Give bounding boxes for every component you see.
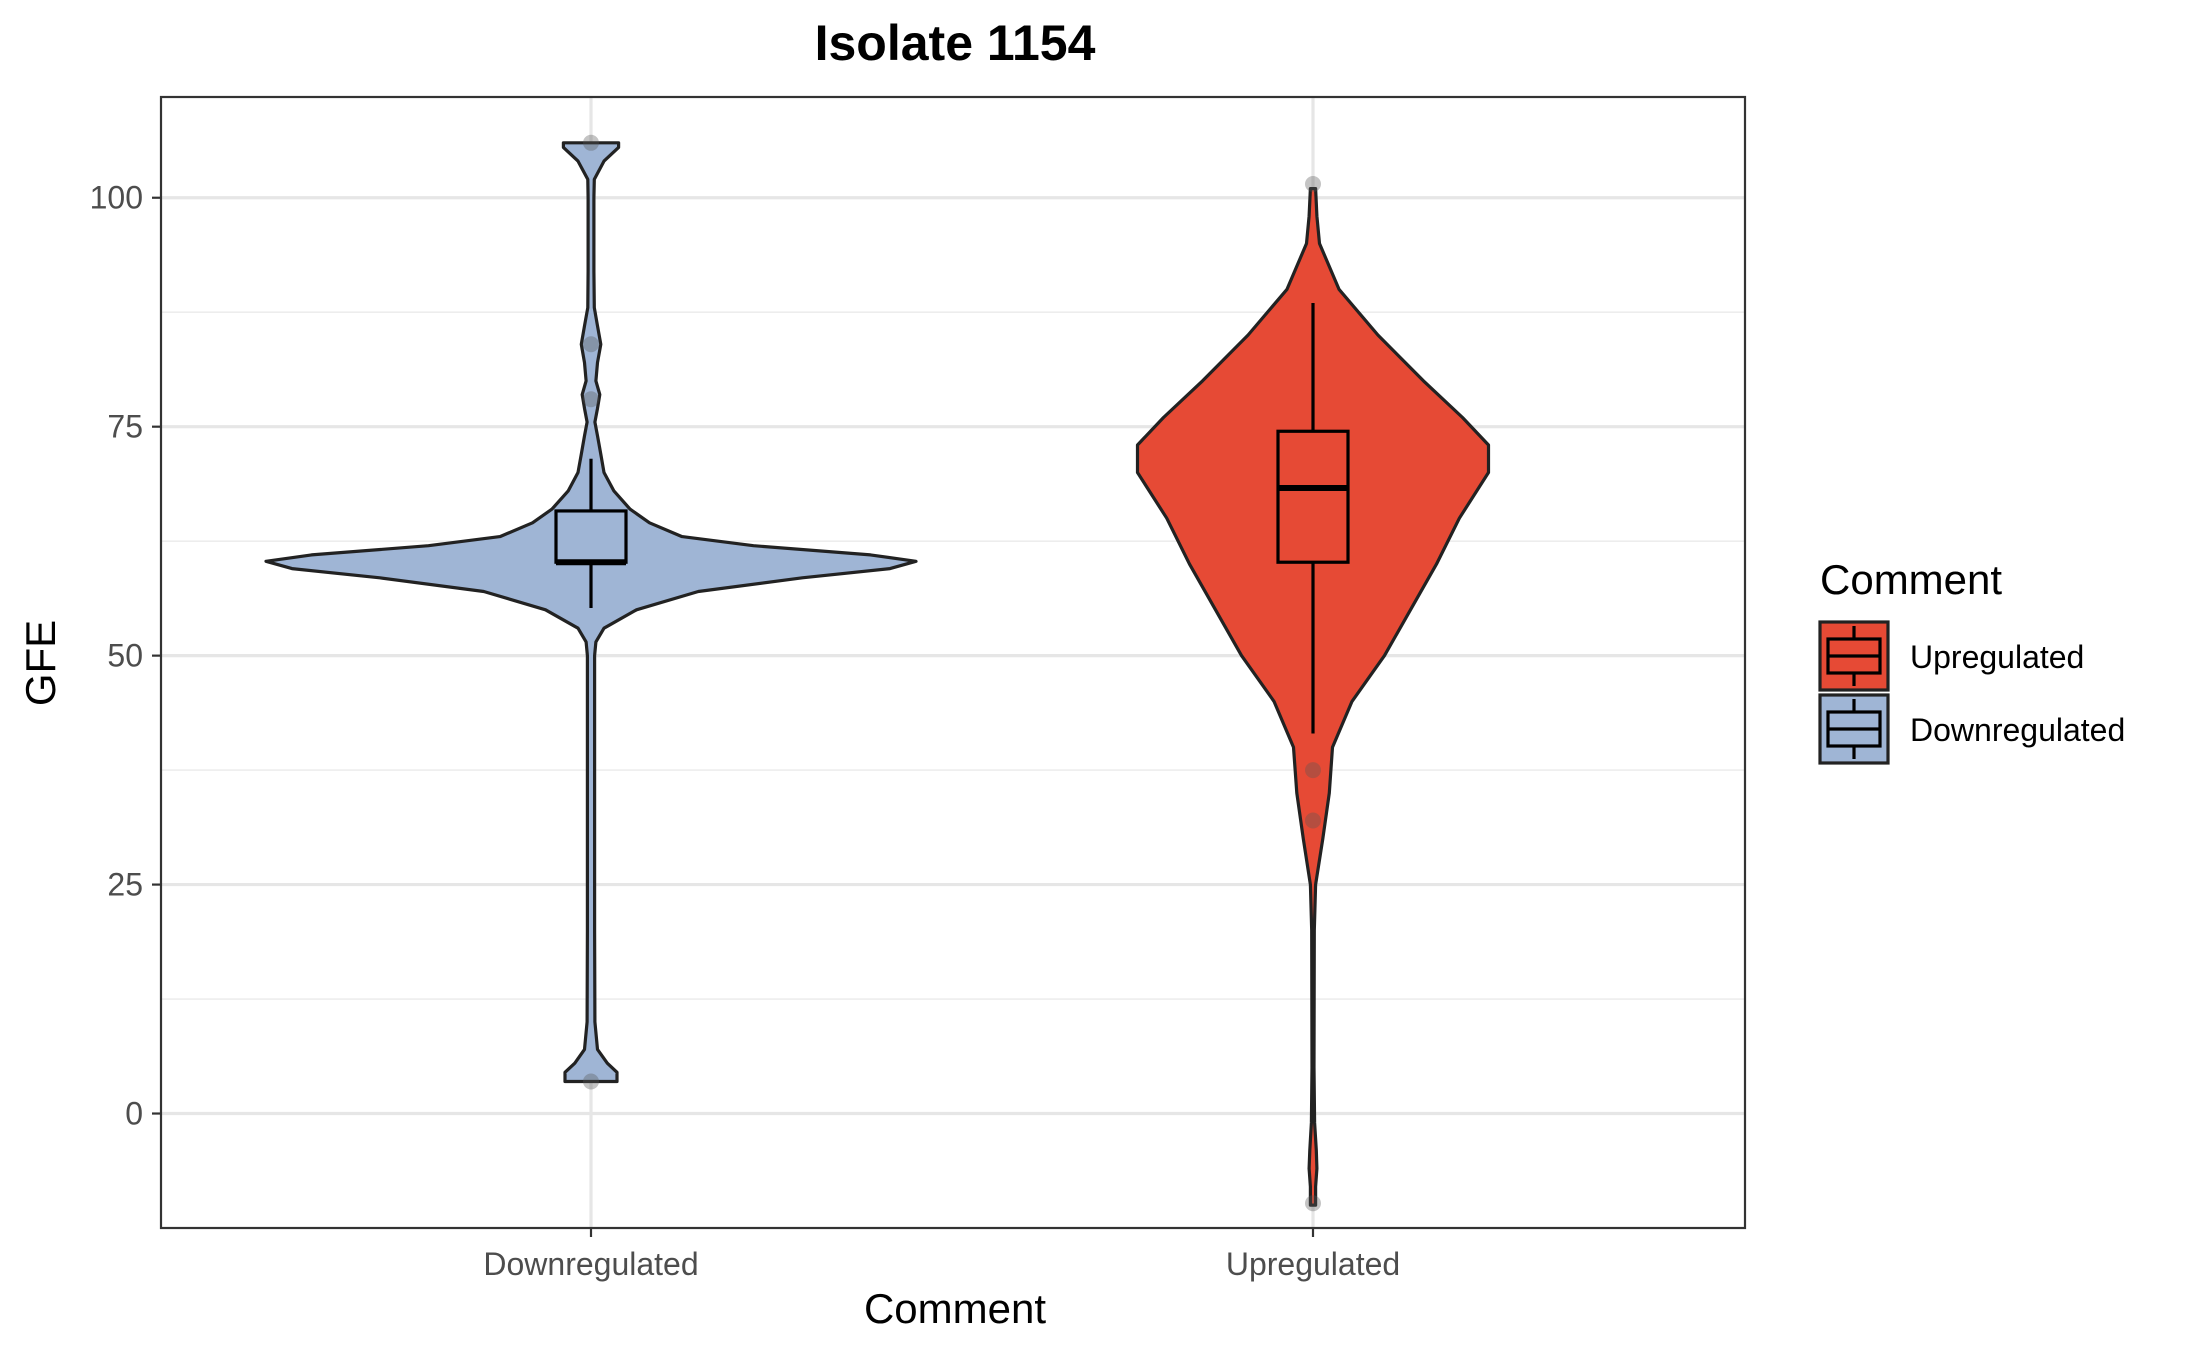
plot-panel-border — [159, 95, 1747, 1230]
x-axis-title: Comment — [864, 1285, 1046, 1332]
legend-title: Comment — [1820, 556, 2002, 603]
outlier-point — [1305, 812, 1321, 829]
y-axis-title: GFE — [17, 620, 64, 706]
legend: Comment Upregulated Downregulated — [1818, 556, 2125, 765]
outlier-point — [1305, 176, 1321, 192]
legend-label: Downregulated — [1910, 712, 2125, 748]
y-tick-label: 50 — [107, 638, 143, 674]
grid-lines — [161, 97, 1745, 1229]
outlier-point — [1305, 1195, 1321, 1212]
legend-items: Upregulated Downregulated — [1818, 620, 2125, 765]
violin-layer — [264, 134, 1491, 1212]
y-tick-label: 100 — [90, 180, 143, 216]
legend-item: Upregulated — [1818, 620, 2084, 692]
axis-ticks: 0 25 50 75 100 Downregulated Upregulated — [90, 180, 1401, 1282]
x-tick-label: Downregulated — [483, 1246, 698, 1282]
box-upregulated — [1276, 429, 1350, 564]
chart-title: Isolate 1154 — [815, 15, 1096, 71]
x-tick-label: Upregulated — [1226, 1246, 1400, 1282]
legend-label: Upregulated — [1910, 639, 2084, 675]
violin-group — [1135, 176, 1491, 1212]
box-downregulated — [554, 509, 628, 564]
legend-item: Downregulated — [1818, 693, 2125, 765]
outlier-point — [583, 336, 599, 353]
outlier-point — [583, 391, 599, 408]
y-tick-label: 75 — [107, 409, 143, 445]
outlier-point — [1305, 762, 1321, 779]
outlier-point — [583, 1073, 599, 1090]
outlier-point — [583, 134, 599, 151]
y-tick-label: 0 — [125, 1096, 143, 1132]
violin-downregulated — [264, 141, 918, 1084]
y-tick-label: 25 — [107, 867, 143, 903]
violin-group — [264, 134, 918, 1090]
